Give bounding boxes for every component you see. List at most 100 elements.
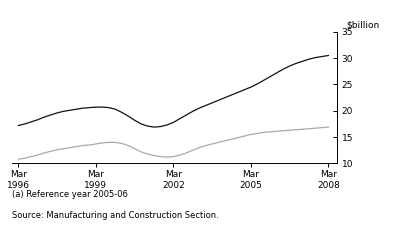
Total construction [23, 123, 27, 125]
Total building [255, 132, 260, 135]
Total building [171, 155, 176, 158]
Total construction [42, 116, 46, 118]
Total building [100, 142, 105, 144]
Total construction [158, 125, 163, 128]
Total building [106, 141, 111, 144]
Total construction [29, 121, 34, 123]
Total construction [48, 114, 53, 116]
Total building [16, 158, 21, 160]
Total building [210, 143, 214, 145]
Total building [274, 130, 279, 133]
Total construction [287, 65, 292, 67]
Total construction [74, 108, 79, 111]
Total construction [177, 117, 182, 120]
Total construction [67, 109, 72, 112]
Total building [23, 157, 27, 160]
Total construction [313, 56, 318, 59]
Text: $billion: $billion [346, 20, 379, 30]
Total building [132, 147, 137, 150]
Total construction [61, 110, 66, 113]
Total building [306, 127, 311, 130]
Total construction [326, 54, 331, 57]
Total building [164, 156, 169, 158]
Total construction [294, 62, 299, 65]
Total construction [126, 115, 131, 117]
Total construction [216, 99, 221, 102]
Total building [197, 146, 202, 149]
Total building [55, 148, 60, 151]
Total construction [306, 58, 311, 61]
Total construction [249, 86, 253, 89]
Total construction [262, 79, 266, 81]
Total construction [235, 91, 240, 94]
Total building [126, 144, 131, 147]
Total building [42, 152, 46, 154]
Total construction [300, 60, 305, 63]
Total building [184, 152, 189, 154]
Total construction [320, 55, 324, 58]
Total construction [81, 107, 85, 109]
Total construction [100, 106, 105, 109]
Total building [67, 146, 72, 149]
Legend: Total construction, Total building: Total construction, Total building [93, 0, 205, 4]
Total building [29, 155, 34, 158]
Total construction [35, 118, 40, 121]
Total construction [210, 101, 214, 104]
Total building [61, 147, 66, 150]
Total building [223, 139, 227, 142]
Total construction [191, 110, 195, 113]
Total building [262, 131, 266, 134]
Total building [300, 128, 305, 131]
Total building [326, 126, 331, 128]
Total construction [16, 124, 21, 127]
Total construction [145, 125, 150, 127]
Line: Total building: Total building [18, 127, 328, 159]
Total construction [223, 96, 227, 99]
Total building [119, 142, 124, 145]
Total building [152, 154, 156, 157]
Total construction [132, 119, 137, 122]
Total construction [184, 114, 189, 116]
Total construction [281, 68, 285, 71]
Total building [35, 154, 40, 156]
Total construction [274, 72, 279, 74]
Total building [203, 144, 208, 147]
Total building [320, 126, 324, 129]
Total building [87, 144, 92, 146]
Total building [287, 129, 292, 132]
Total building [81, 144, 85, 147]
Total building [242, 135, 247, 137]
Total construction [55, 111, 60, 114]
Total construction [197, 107, 202, 109]
Total building [294, 128, 299, 131]
Total building [48, 150, 53, 153]
Total construction [139, 123, 143, 125]
Total building [113, 141, 118, 144]
Total building [191, 149, 195, 152]
Text: (a) Reference year 2005-06: (a) Reference year 2005-06 [12, 190, 128, 200]
Total construction [255, 83, 260, 85]
Total construction [242, 88, 247, 91]
Total building [268, 131, 273, 133]
Total construction [87, 106, 92, 109]
Total building [313, 127, 318, 130]
Total building [249, 133, 253, 136]
Text: Source: Manufacturing and Construction Section.: Source: Manufacturing and Construction S… [12, 211, 219, 220]
Total building [177, 154, 182, 156]
Total building [216, 141, 221, 144]
Total building [229, 138, 234, 141]
Total building [281, 129, 285, 132]
Total construction [94, 106, 98, 109]
Total building [145, 153, 150, 155]
Total construction [164, 124, 169, 126]
Total building [94, 143, 98, 145]
Total construction [268, 75, 273, 78]
Total construction [229, 94, 234, 96]
Total construction [171, 121, 176, 124]
Total construction [119, 111, 124, 114]
Total construction [106, 106, 111, 109]
Total construction [203, 104, 208, 107]
Total construction [152, 126, 156, 128]
Total building [235, 136, 240, 139]
Total building [158, 155, 163, 158]
